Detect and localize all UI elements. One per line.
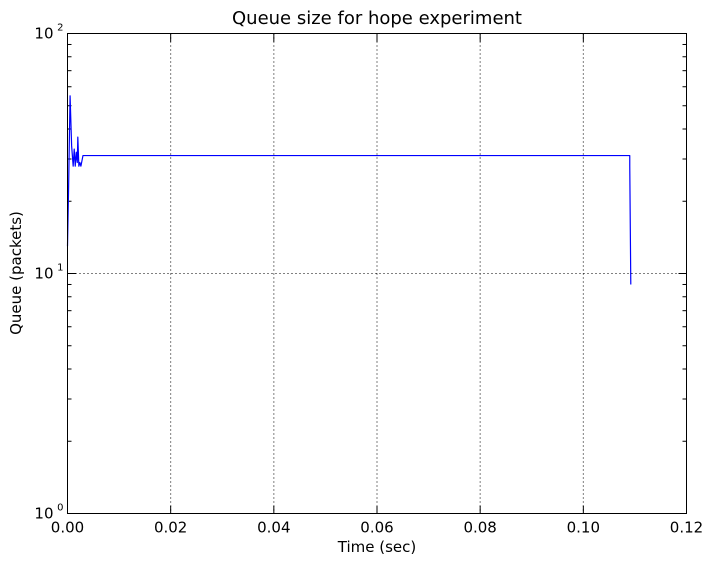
y-axis-label: Queue (packets)	[7, 211, 25, 335]
x-tick-label: 0.02	[154, 519, 187, 537]
y-tick-label-base: 10	[34, 505, 53, 523]
x-axis-label: Time (sec)	[337, 538, 416, 556]
x-tick-label: 0.06	[360, 519, 393, 537]
series-line	[66, 95, 632, 285]
x-tick-label: 0.10	[567, 519, 600, 537]
x-tick-label: 0.04	[257, 519, 290, 537]
x-tick-label: 0.12	[670, 519, 703, 537]
y-tick-label: 10	[34, 505, 53, 523]
y-tick-label: 10	[34, 265, 53, 283]
y-tick-label-base: 10	[34, 265, 53, 283]
y-tick-label: 10	[34, 25, 53, 43]
x-tick-label: 0.00	[51, 519, 84, 537]
y-tick-label-base: 10	[34, 25, 53, 43]
plot-frame	[67, 33, 687, 514]
x-tick-labels: 0.00 0.02 0.04 0.06 0.08 0.10 0.12	[51, 519, 703, 537]
y-tick-label-exponent: 2	[57, 23, 63, 34]
y-tick-labels: 10 0 10 1 10 2	[34, 23, 63, 523]
chart-title: Queue size for hope experiment	[232, 8, 522, 29]
series-layer	[66, 95, 632, 285]
y-tick-label-exponent: 1	[57, 263, 63, 274]
grid-lines	[67, 33, 687, 514]
y-tick-label-exponent: 0	[57, 503, 63, 514]
x-tick-label: 0.08	[463, 519, 496, 537]
